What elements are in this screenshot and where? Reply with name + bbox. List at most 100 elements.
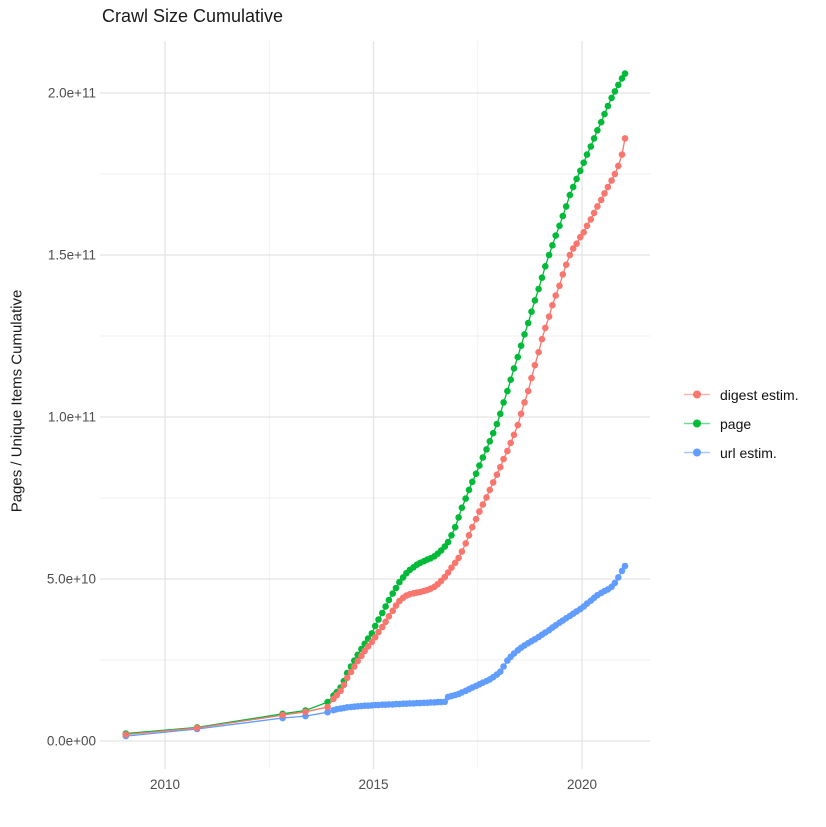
data-point (601, 110, 608, 118)
data-point (590, 135, 598, 142)
data-point (389, 590, 397, 597)
data-point (472, 470, 480, 478)
data-point (483, 494, 490, 501)
data-point (375, 616, 382, 623)
data-point (583, 222, 591, 230)
data-point (458, 504, 466, 512)
data-point (531, 361, 539, 369)
data-point (577, 233, 584, 241)
data-point (580, 159, 587, 166)
data-point (500, 399, 507, 406)
data-point (448, 532, 455, 539)
data-point (504, 447, 511, 455)
data-point (444, 538, 452, 546)
data-point (597, 196, 605, 204)
data-point (538, 335, 546, 343)
data-point (441, 573, 449, 581)
series-line-digest-estim- (125, 138, 626, 736)
data-point (615, 81, 622, 89)
data-point (458, 548, 466, 555)
data-point (497, 463, 504, 471)
data-point (455, 514, 462, 521)
data-point (476, 462, 483, 469)
data-point (462, 540, 470, 547)
legend-label: digest estim. (720, 386, 799, 403)
data-point (375, 628, 382, 636)
data-point (545, 313, 553, 320)
data-point (621, 70, 629, 77)
data-point (615, 574, 622, 581)
data-point (389, 607, 397, 615)
data-point (514, 421, 522, 429)
data-point (489, 479, 497, 486)
data-point (615, 162, 622, 170)
data-point (392, 584, 400, 592)
data-point (479, 454, 487, 461)
data-point (441, 698, 449, 706)
data-point (358, 652, 365, 660)
data-point (577, 167, 584, 175)
data-point (324, 708, 331, 716)
x-tick-label: 2015 (358, 777, 388, 792)
data-point (608, 94, 615, 102)
data-point (514, 353, 522, 361)
data-point (483, 446, 490, 453)
data-point (479, 501, 487, 508)
legend-key-icon (684, 419, 710, 428)
data-point (618, 567, 626, 575)
data-point (573, 175, 580, 183)
data-point (569, 183, 577, 191)
data-point (382, 618, 389, 626)
data-point (337, 687, 344, 695)
data-point (451, 523, 459, 531)
data-point (497, 410, 504, 418)
data-point (497, 668, 504, 675)
data-point (528, 374, 535, 382)
data-point (444, 569, 452, 576)
data-point (618, 151, 626, 158)
data-point (594, 203, 601, 210)
data-point (517, 410, 525, 418)
data-point (608, 177, 615, 184)
legend-label: page (720, 415, 752, 432)
data-point (379, 623, 386, 631)
data-point (611, 170, 619, 178)
data-point (476, 508, 483, 515)
series-line-url-estim- (125, 565, 626, 737)
data-point (597, 118, 605, 126)
data-point (510, 365, 518, 372)
data-point (601, 190, 608, 197)
legend-key-icon (684, 390, 710, 399)
data-point (500, 455, 507, 463)
data-point (324, 703, 331, 711)
data-point (510, 431, 518, 439)
data-point (521, 399, 528, 406)
data-point (535, 348, 542, 356)
data-point (302, 708, 309, 716)
data-point (340, 681, 348, 689)
data-point (279, 711, 286, 719)
data-point (562, 261, 570, 269)
data-point (392, 602, 400, 609)
data-point (559, 271, 567, 278)
data-point (351, 663, 358, 670)
data-point (396, 578, 403, 586)
data-point (528, 308, 535, 316)
y-tick-label: 5.0e+10 (47, 572, 96, 587)
data-point (469, 478, 476, 486)
data-point (590, 209, 598, 217)
data-point (569, 245, 577, 252)
data-point (493, 420, 501, 428)
data-point (531, 297, 539, 304)
data-point (562, 203, 570, 210)
data-point (451, 559, 459, 567)
data-point (379, 609, 386, 617)
data-point (343, 674, 351, 682)
data-point (469, 523, 476, 531)
data-point (604, 183, 612, 191)
legend-item-digest-estim: digest estim. (682, 380, 799, 409)
data-point (493, 471, 501, 479)
data-point (500, 663, 507, 670)
legend-label: url estim. (720, 444, 777, 461)
data-point (486, 438, 494, 445)
